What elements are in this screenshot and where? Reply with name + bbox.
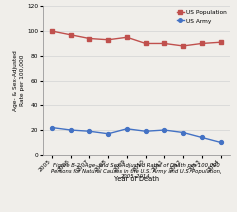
US Population	[88, 37, 91, 40]
US Army	[219, 141, 222, 144]
US Population	[107, 39, 110, 41]
US Population	[219, 41, 222, 43]
US Army	[69, 129, 72, 131]
US Army	[144, 130, 147, 132]
Line: US Army: US Army	[50, 126, 223, 144]
US Population	[126, 36, 128, 39]
US Army	[163, 129, 166, 131]
Line: US Population: US Population	[50, 29, 223, 48]
US Army	[182, 131, 185, 134]
US Army	[51, 126, 54, 129]
US Population	[69, 33, 72, 36]
US Army	[107, 132, 110, 135]
Legend: US Population, US Army: US Population, US Army	[176, 9, 227, 24]
US Army	[201, 136, 203, 139]
US Population	[144, 42, 147, 45]
US Population	[163, 42, 166, 45]
US Army	[88, 130, 91, 132]
US Army	[126, 128, 128, 130]
Y-axis label: Age- & Sex-Adjusted
Rate per 100,000: Age- & Sex-Adjusted Rate per 100,000	[14, 50, 25, 111]
US Population	[51, 30, 54, 32]
US Population	[201, 42, 203, 45]
X-axis label: Year of Death: Year of Death	[114, 176, 159, 182]
US Population	[182, 45, 185, 47]
Text: Figure B-2.  Age- and Sex-Adjusted Rates of Death per 100,000
Persons for Natura: Figure B-2. Age- and Sex-Adjusted Rates …	[51, 163, 222, 179]
